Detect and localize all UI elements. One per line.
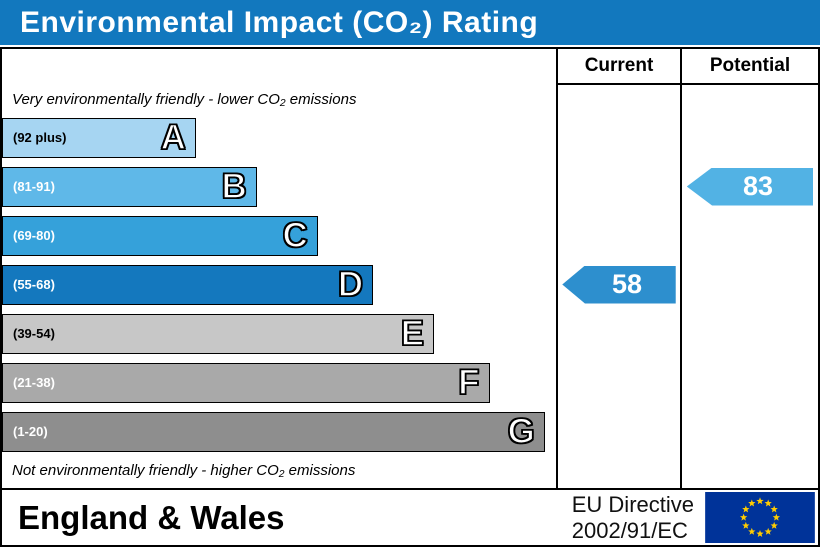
band-letter: G xyxy=(507,412,536,451)
band-row-c: (69-80) C xyxy=(2,211,556,260)
band-bar-a: (92 plus) A xyxy=(2,117,196,158)
band-rows: (92 plus) A (81-91) B (69-80) C (55-68) D (39-54… xyxy=(2,113,556,456)
current-rating-pointer: 58 xyxy=(562,265,676,304)
potential-row-c xyxy=(682,211,818,260)
bottom-note: Not environmentally friendly - higher CO… xyxy=(12,461,356,479)
potential-row-a xyxy=(682,113,818,162)
band-range-label: (55-68) xyxy=(13,277,55,292)
band-range-label: (39-54) xyxy=(13,326,55,341)
potential-row-b: 83 xyxy=(682,162,818,211)
current-row-b xyxy=(558,162,680,211)
current-header: Current xyxy=(558,49,680,85)
band-row-f: (21-38) F xyxy=(2,358,556,407)
footer: England & Wales EU Directive 2002/91/EC xyxy=(0,490,820,547)
top-note: Very environmentally friendly - lower CO… xyxy=(12,90,357,108)
band-bar-b: (81-91) B xyxy=(2,166,257,207)
chart-title-bar: Environmental Impact (CO₂) Rating xyxy=(0,0,820,45)
band-bar-c: (69-80) C xyxy=(2,215,318,256)
current-rows: 58 xyxy=(558,113,680,456)
potential-header: Potential xyxy=(682,49,818,85)
rating-chart: Very environmentally friendly - lower CO… xyxy=(0,47,820,490)
current-row-g xyxy=(558,407,680,456)
potential-row-f xyxy=(682,358,818,407)
current-row-d: 58 xyxy=(558,260,680,309)
band-letter: C xyxy=(282,216,309,255)
band-range-label: (21-38) xyxy=(13,375,55,390)
potential-spacer xyxy=(682,85,818,113)
eu-flag-icon xyxy=(705,492,815,543)
potential-rating-pointer: 83 xyxy=(686,167,814,206)
band-row-e: (39-54) E xyxy=(2,309,556,358)
current-row-a xyxy=(558,113,680,162)
current-column: Current 58 xyxy=(558,49,682,488)
page-title: Environmental Impact (CO₂) Rating xyxy=(20,5,539,39)
band-letter: A xyxy=(160,118,187,157)
band-range-label: (92 plus) xyxy=(13,130,67,145)
band-row-d: (55-68) D xyxy=(2,260,556,309)
band-bar-d: (55-68) D xyxy=(2,264,374,305)
eu-directive-line2: 2002/91/EC xyxy=(571,517,688,543)
bands-header-spacer xyxy=(2,49,556,85)
potential-row-e xyxy=(682,309,818,358)
current-row-c xyxy=(558,211,680,260)
current-row-f xyxy=(558,358,680,407)
potential-row-d xyxy=(682,260,818,309)
band-letter: E xyxy=(400,314,425,353)
band-letter: F xyxy=(457,363,480,402)
eu-directive-line1: EU Directive xyxy=(571,492,694,518)
band-range-label: (69-80) xyxy=(13,228,55,243)
band-bar-f: (21-38) F xyxy=(2,362,490,403)
band-bar-e: (39-54) E xyxy=(2,313,435,354)
current-row-e xyxy=(558,309,680,358)
band-letter: D xyxy=(337,265,364,304)
band-range-label: (81-91) xyxy=(13,179,55,194)
band-bar-g: (1-20) G xyxy=(2,411,545,452)
band-row-g: (1-20) G xyxy=(2,407,556,456)
band-row-a: (92 plus) A xyxy=(2,113,556,162)
band-row-b: (81-91) B xyxy=(2,162,556,211)
band-letter: B xyxy=(221,167,248,206)
potential-row-g xyxy=(682,407,818,456)
band-range-label: (1-20) xyxy=(13,424,48,439)
eu-directive-label: EU Directive 2002/91/EC xyxy=(572,492,704,543)
current-spacer xyxy=(558,85,680,113)
potential-column: Potential 83 xyxy=(682,49,818,488)
region-label: England & Wales xyxy=(18,498,285,536)
potential-rows: 83 xyxy=(682,113,818,456)
bands-column: Very environmentally friendly - lower CO… xyxy=(2,49,558,488)
